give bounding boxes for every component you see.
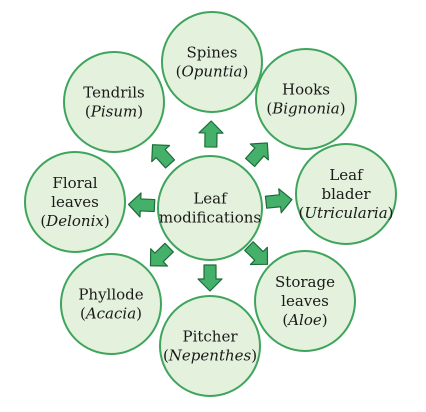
node-circle-floral-leaves <box>24 151 126 253</box>
node-phyllode: Phyllode (Acacia) <box>60 253 162 355</box>
arrow-icon-to-storage-leaves <box>244 241 269 266</box>
node-label-storage-leaves: Storage leaves (Aloe) <box>275 273 335 329</box>
node-label-floral-leaves: Floral leaves (Delonix) <box>40 174 109 230</box>
species-name: Nepenthes <box>168 347 252 365</box>
center-node: Leaf modifications <box>157 155 263 261</box>
species-name: Pisum <box>90 103 137 121</box>
arrow-icon-to-tendrils <box>151 144 176 169</box>
species-paren: ) <box>136 305 142 323</box>
species-line: (Nepenthes) <box>163 347 257 365</box>
species-name: Opuntia <box>182 63 243 81</box>
center-label-line: Leaf <box>193 190 228 208</box>
species-line: (Acacia) <box>80 305 142 323</box>
node-label-line: Phyllode <box>78 286 143 304</box>
arrow-icon-to-pitcher <box>197 264 223 292</box>
species-name: Aloe <box>286 311 322 329</box>
node-label-line: blader <box>322 185 372 203</box>
species-line: (Delonix) <box>40 212 109 230</box>
node-label-line: Floral <box>52 174 97 192</box>
arrow-icon-to-phyllode <box>149 242 174 267</box>
node-circle-spines <box>161 11 263 113</box>
species-name: Bignonia <box>271 100 340 118</box>
species-paren: ( <box>40 212 46 230</box>
node-circle-tendrils <box>63 51 165 153</box>
arrow-icon-to-hooks <box>245 142 269 168</box>
node-storage-leaves: Storage leaves (Aloe) <box>254 250 356 352</box>
species-name: Delonix <box>45 212 104 230</box>
node-tendrils: Tendrils (Pisum) <box>63 51 165 153</box>
node-circle-phyllode <box>60 253 162 355</box>
species-paren: ( <box>85 103 91 121</box>
species-paren: ) <box>340 100 346 118</box>
arrows-layer <box>127 120 293 292</box>
node-label-line: Spines <box>187 44 238 62</box>
species-name: Acacia <box>84 305 136 323</box>
node-circle-hooks <box>255 48 357 150</box>
node-label-spines: Spines (Opuntia) <box>176 44 249 81</box>
species-paren: ( <box>163 347 169 365</box>
center-label: Leaf modifications <box>159 190 261 227</box>
node-leaf-blader: Leaf blader (Utricularia) <box>295 143 397 245</box>
node-label-line: Storage <box>275 273 335 291</box>
arrow-icon-to-spines <box>198 120 224 148</box>
species-paren: ) <box>322 311 328 329</box>
species-line: (Pisum) <box>85 103 143 121</box>
arrow-icon-to-floral-leaves <box>127 192 156 218</box>
node-label-line: Tendrils <box>83 84 144 102</box>
species-paren: ) <box>243 63 249 81</box>
center-circle <box>157 155 263 261</box>
node-pitcher: Pitcher (Nepenthes) <box>159 295 261 397</box>
node-label-line: Hooks <box>282 81 330 99</box>
species-line: (Opuntia) <box>176 63 249 81</box>
node-label-line: Leaf <box>329 166 364 184</box>
node-circle-leaf-blader <box>295 143 397 245</box>
species-paren: ) <box>137 103 143 121</box>
nodes-layer: Spines (Opuntia)Hooks (Bignonia)Leaf blader… <box>24 11 397 397</box>
species-line: (Utricularia) <box>298 204 393 222</box>
species-paren: ( <box>176 63 182 81</box>
node-spines: Spines (Opuntia) <box>161 11 263 113</box>
node-circle-pitcher <box>159 295 261 397</box>
node-hooks: Hooks (Bignonia) <box>255 48 357 150</box>
node-label-pitcher: Pitcher (Nepenthes) <box>163 328 257 365</box>
species-name: Utricularia <box>304 204 387 222</box>
species-paren: ( <box>282 311 288 329</box>
species-line: (Aloe) <box>282 311 327 329</box>
species-paren: ) <box>388 204 394 222</box>
node-floral-leaves: Floral leaves (Delonix) <box>24 151 126 253</box>
node-label-line: leaves <box>281 292 329 310</box>
species-paren: ) <box>104 212 110 230</box>
species-paren: ( <box>298 204 304 222</box>
species-paren: ( <box>80 305 86 323</box>
species-paren: ( <box>266 100 272 118</box>
node-label-tendrils: Tendrils (Pisum) <box>83 84 144 121</box>
species-paren: ) <box>251 347 257 365</box>
node-label-line: leaves <box>51 193 99 211</box>
center-label-line: modifications <box>159 209 261 227</box>
node-label-line: Pitcher <box>182 328 238 346</box>
species-line: (Bignonia) <box>266 100 345 118</box>
node-label-phyllode: Phyllode (Acacia) <box>78 286 143 323</box>
node-label-leaf-blader: Leaf blader (Utricularia) <box>298 166 393 222</box>
node-circle-storage-leaves <box>254 250 356 352</box>
arrow-icon-to-leaf-blader <box>264 188 293 214</box>
node-label-hooks: Hooks (Bignonia) <box>266 81 345 118</box>
